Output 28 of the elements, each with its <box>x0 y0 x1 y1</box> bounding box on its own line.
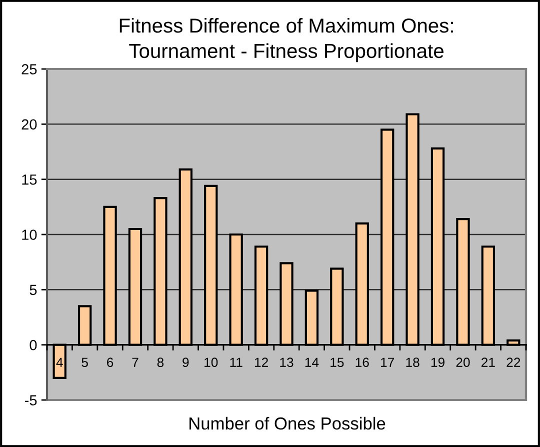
x-tick-label: 18 <box>406 358 420 368</box>
y-tick-label: 10 <box>22 230 37 240</box>
y-tick-label: 5 <box>30 284 37 296</box>
y-tick-label: 15 <box>22 174 37 185</box>
x-tick-label: 11 <box>230 358 242 367</box>
x-tick-label: 12 <box>254 358 268 367</box>
x-tick-label: 21 <box>482 358 495 367</box>
chart-title: Fitness Difference of Maximum Ones: Tournament - Fitness Proportionate <box>120 18 453 62</box>
x-tick-label: 20 <box>456 358 470 368</box>
x-tick-label: 8 <box>157 358 164 368</box>
x-tick-label: 17 <box>381 358 394 367</box>
y-tick-label: -5 <box>24 395 37 406</box>
x-tick-label: 13 <box>280 358 294 368</box>
x-tick-label: 16 <box>356 358 369 368</box>
y-tick-label: 25 <box>22 64 37 74</box>
y-tick-label: 20 <box>22 119 37 130</box>
x-tick-label: 9 <box>182 358 189 368</box>
x-tick-label: 7 <box>132 358 138 367</box>
x-axis-title: Number of Ones Possible <box>190 416 386 430</box>
x-tick-label: 22 <box>506 358 520 367</box>
y-tick-label: 0 <box>30 340 37 350</box>
x-tick-label: 6 <box>107 358 114 368</box>
x-tick-label: 19 <box>431 358 444 368</box>
x-tick-label: 14 <box>305 358 319 367</box>
x-tick-label: 15 <box>330 358 344 368</box>
x-tick-label: 4 <box>56 358 63 367</box>
x-tick-label: 10 <box>204 358 218 368</box>
x-tick-label: 5 <box>82 358 88 368</box>
